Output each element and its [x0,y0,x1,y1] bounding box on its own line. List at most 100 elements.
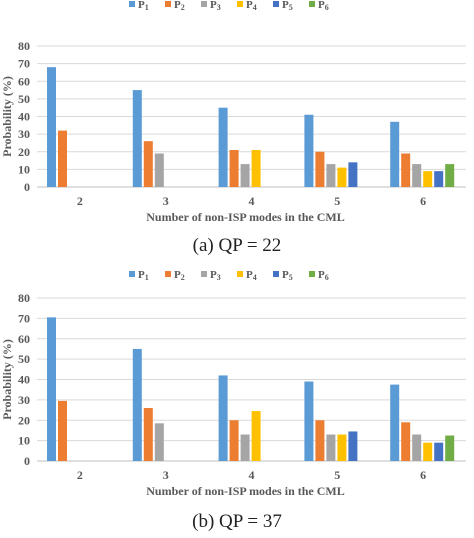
bar-P5-cat-5 [348,162,358,187]
chart-panel-b: P1 P2 P3 P4 P5 P6 0 10 20 30 40 50 60 70 80 Probability… [0,269,466,532]
bar-P3-cat-4 [240,434,250,461]
bar-P6-cat-6 [445,435,455,461]
x-axis-title: Number of non-ISP modes in the CML [146,210,344,224]
bar-P2-cat-5 [315,420,325,461]
y-tick-label: 60 [18,332,30,346]
bar-P1-cat-4 [218,375,228,461]
bar-P2-cat-4 [229,149,239,187]
y-tick-label: 80 [18,291,30,305]
bar-P2-cat-2 [58,130,67,187]
x-tick-label: 2 [77,194,83,208]
legend-swatch [165,1,171,7]
x-tick-label: 3 [163,468,169,482]
legend-label: P4 [246,269,257,282]
y-tick-label: 70 [18,57,30,71]
bar-P6-cat-6 [445,164,455,187]
legend-swatch [273,1,279,7]
bar-P5-cat-5 [348,431,358,461]
bar-P4-cat-5 [337,434,347,461]
legend: P1 P2 P3 P4 P5 P6 [129,0,329,12]
legend-label: P6 [318,269,329,282]
y-axis-title: Probability (%) [0,76,14,157]
legend-label: P2 [174,269,185,282]
x-tick-label: 4 [249,468,255,482]
legend-label: P1 [138,0,149,12]
bar-P2-cat-3 [143,141,153,187]
figure-caption: (b) QP = 37 [192,511,282,532]
legend: P1 P2 P3 P4 P5 P6 [129,269,329,282]
y-tick-label: 0 [24,454,30,468]
x-tick-label: 6 [420,194,426,208]
bar-P1-cat-6 [390,121,400,187]
bar-P3-cat-5 [326,434,336,461]
bar-P5-cat-6 [434,171,444,187]
legend-label: P4 [246,0,257,12]
y-tick-label: 40 [18,110,30,124]
y-tick-label: 20 [18,145,30,159]
bar-P5-cat-6 [434,442,444,461]
x-tick-label: 5 [334,468,340,482]
bar-P1-cat-6 [390,384,400,461]
legend-swatch [165,271,171,277]
bar-P4-cat-4 [251,411,261,461]
bar-P1-cat-5 [304,114,314,187]
bar-P3-cat-3 [154,153,164,187]
y-tick-label: 20 [18,413,30,427]
legend-swatch [237,1,243,7]
legend-swatch [309,271,315,277]
legend-label: P3 [210,0,221,12]
bar-P2-cat-6 [401,422,411,461]
y-tick-label: 10 [18,434,30,448]
legend-swatch [237,271,243,277]
bar-P1-cat-5 [304,381,314,461]
bar-P1-cat-3 [132,90,142,187]
y-axis-title: Probability (%) [0,339,14,420]
legend-label: P5 [282,0,293,12]
legend-swatch [129,271,135,277]
legend-label: P2 [174,0,185,12]
x-tick-label: 6 [420,468,426,482]
legend-label: P3 [210,269,221,282]
bar-P3-cat-6 [412,434,422,461]
bar-P2-cat-2 [58,400,67,461]
legend-label: P6 [318,0,329,12]
legend-swatch [201,1,207,7]
bar-P3-cat-3 [154,423,164,461]
y-tick-label: 50 [18,352,30,366]
y-tick-label: 0 [24,180,30,194]
y-tick-label: 40 [18,373,30,387]
legend-label: P1 [138,269,149,282]
bar-P2-cat-5 [315,151,325,187]
y-tick-label: 50 [18,92,30,106]
bar-P3-cat-6 [412,164,422,187]
x-tick-label: 4 [249,194,255,208]
bar-P3-cat-4 [240,164,250,187]
x-axis-title: Number of non-ISP modes in the CML [146,484,344,498]
figure-caption: (a) QP = 22 [193,235,282,256]
y-tick-label: 30 [18,127,30,141]
bar-P2-cat-4 [229,420,239,461]
legend-swatch [273,271,279,277]
y-tick-label: 60 [18,74,30,88]
chart-panel-a: P1 P2 P3 P4 P5 P6 0 10 20 30 40 50 60 70 80 Probability… [0,0,466,256]
bar-P2-cat-3 [143,408,153,461]
bar-P1-cat-3 [132,348,142,461]
bar-P4-cat-6 [423,442,433,461]
bar-P4-cat-6 [423,171,433,187]
bar-P1-cat-4 [218,107,228,187]
legend-swatch [309,1,315,7]
y-tick-label: 30 [18,393,30,407]
bar-P4-cat-5 [337,167,347,187]
bar-P4-cat-4 [251,149,261,187]
bar-P3-cat-5 [326,164,336,187]
x-tick-label: 5 [334,194,340,208]
x-tick-label: 2 [77,468,83,482]
x-tick-label: 3 [163,194,169,208]
legend-swatch [201,271,207,277]
legend-swatch [129,1,135,7]
bar-P1-cat-2 [47,67,56,187]
y-tick-label: 80 [18,39,30,53]
bar-P2-cat-6 [401,153,411,187]
bar-P1-cat-2 [47,317,56,461]
